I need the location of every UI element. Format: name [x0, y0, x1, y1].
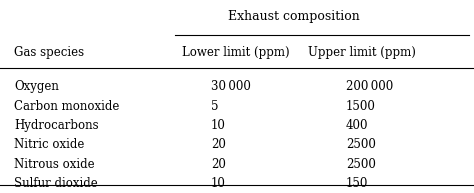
- Text: Nitric oxide: Nitric oxide: [14, 138, 84, 151]
- Text: Lower limit (ppm): Lower limit (ppm): [182, 46, 290, 59]
- Text: 150: 150: [346, 177, 368, 190]
- Text: 10: 10: [211, 177, 226, 190]
- Text: Gas species: Gas species: [14, 46, 84, 59]
- Text: Nitrous oxide: Nitrous oxide: [14, 157, 95, 171]
- Text: 400: 400: [346, 119, 368, 132]
- Text: Sulfur dioxide: Sulfur dioxide: [14, 177, 98, 190]
- Text: 30 000: 30 000: [211, 80, 251, 93]
- Text: 1500: 1500: [346, 100, 376, 113]
- Text: 5: 5: [211, 100, 219, 113]
- Text: Carbon monoxide: Carbon monoxide: [14, 100, 119, 113]
- Text: 2500: 2500: [346, 138, 376, 151]
- Text: 20: 20: [211, 138, 226, 151]
- Text: Hydrocarbons: Hydrocarbons: [14, 119, 99, 132]
- Text: 2500: 2500: [346, 157, 376, 171]
- Text: Oxygen: Oxygen: [14, 80, 59, 93]
- Text: 200 000: 200 000: [346, 80, 393, 93]
- Text: 10: 10: [211, 119, 226, 132]
- Text: Exhaust composition: Exhaust composition: [228, 10, 360, 23]
- Text: 20: 20: [211, 157, 226, 171]
- Text: Upper limit (ppm): Upper limit (ppm): [308, 46, 416, 59]
